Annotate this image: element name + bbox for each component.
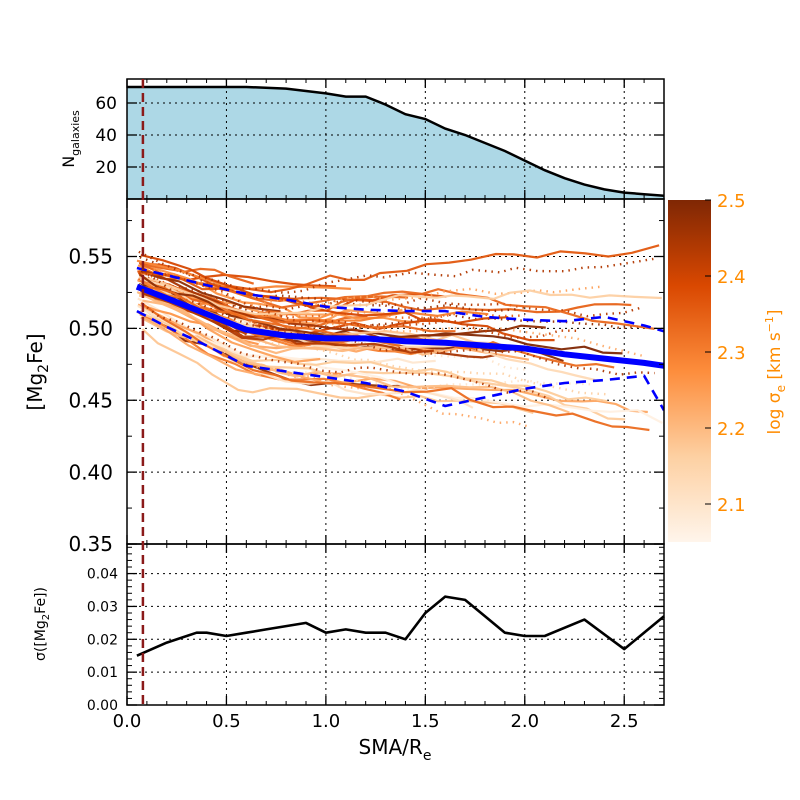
x-tick-label: 2.0 [510,711,539,732]
galaxy-profile [138,272,580,339]
galaxy-profile [140,266,601,307]
galaxy-profile [140,254,555,342]
upper-line [136,266,664,333]
galaxy-profile [140,311,626,421]
x-tick-label: 0.5 [212,711,241,732]
galaxy-profile [138,274,403,325]
galaxy-profile [141,315,262,377]
y-tick-label: 40 [95,126,117,146]
colorbar-tick-label: 2.1 [717,495,746,516]
galaxy-profile [139,263,255,285]
y-tick-label: 0.04 [87,567,118,583]
galaxy-profile [141,268,498,359]
middle-panel-mg2fe: 0.350.400.450.500.55 [Mg2Fe] 2.12.22.32.… [23,191,788,556]
y-tick-label: 0.00 [87,698,118,714]
y-tick-label: 0.03 [87,599,118,615]
galaxy-profile [139,276,662,316]
y-tick-label: 0.01 [87,665,118,681]
x-tick-label: 0.0 [113,711,142,732]
y-tick-label: 0.40 [68,460,113,484]
bottom-ylabel: σ([Mg2Fe]) [33,587,52,661]
median-line [135,283,664,369]
y-tick-label: 0.55 [68,245,113,269]
sigma-line [136,595,665,657]
galaxy-profile [136,291,443,356]
galaxy-profile [141,302,546,399]
galaxy-profile [142,292,434,354]
galaxy-profile [140,316,570,414]
x-tick-label: 1.0 [312,711,341,732]
colorbar-tick-label: 2.3 [717,343,746,364]
x-tick-label: 1.5 [411,711,440,732]
x-axis-label: SMA/Re [359,735,432,764]
galaxy-profile [138,244,660,294]
middle-ylabel: [Mg2Fe] [23,333,52,410]
top-grid [127,79,664,199]
galaxy-profile [139,262,655,330]
y-tick-label: 0.02 [87,632,118,648]
colorbar: 2.1 2.2 2.3 2.4 2.5 log σe [km s−1] [668,191,788,542]
galaxy-profile [137,304,591,390]
colorbar-label: log σe [km s−1] [763,309,788,434]
colorbar-tick-label: 2.2 [717,419,746,440]
ngalaxies-line [127,85,665,198]
y-tick-label: 60 [95,94,117,114]
x-tick-label: 2.5 [610,711,639,732]
y-tick-label: 20 [95,158,117,178]
colorbar-gradient [668,200,711,542]
y-tick-label: 0.45 [68,388,113,412]
bottom-panel-scatter: 0.00 0.01 0.02 0.03 0.04 0.0 0.5 1.0 1.5 2.0 2.5 σ… [33,543,665,764]
ngalaxies-area [127,87,664,199]
top-ylabel: Ngalaxies [59,110,82,168]
lower-line [136,309,664,411]
galaxy-profile [141,311,663,424]
y-tick-label: 0.35 [68,532,113,556]
colorbar-tick-label: 2.5 [717,191,746,212]
galaxy-profile [138,250,654,295]
y-tick-label: 0.50 [68,317,113,341]
galaxy-profile [139,310,529,428]
colorbar-tick-label: 2.4 [717,267,746,288]
galaxy-profile [136,259,352,291]
